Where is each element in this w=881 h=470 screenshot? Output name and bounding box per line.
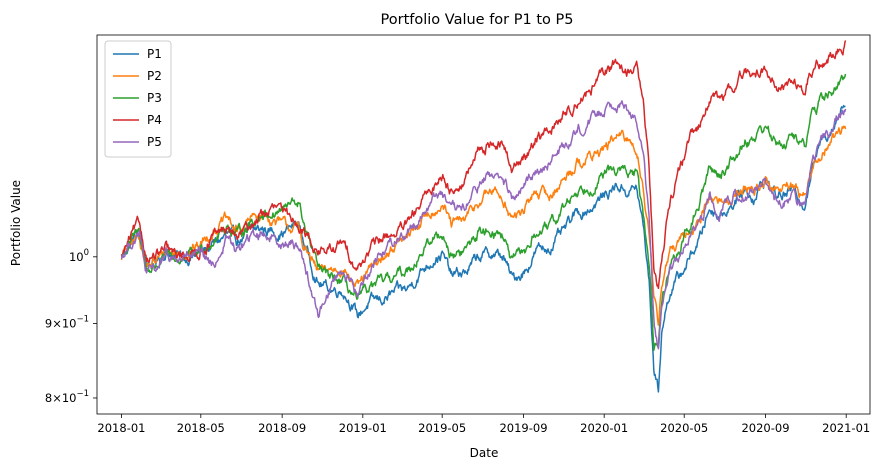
x-axis-label: Date bbox=[470, 446, 499, 460]
legend: P1 P2 P3 P4 P5 bbox=[104, 40, 172, 158]
plot-area bbox=[120, 40, 847, 393]
series-line-p5 bbox=[120, 100, 847, 350]
y-tick-exponent: −1 bbox=[76, 314, 89, 324]
legend-label: P1 bbox=[147, 47, 162, 61]
x-tick-label: 2020-01 bbox=[580, 421, 628, 435]
y-tick-exponent: −1 bbox=[76, 389, 89, 399]
y-tick-mantissa: 9× bbox=[45, 316, 62, 330]
x-tick-label: 2018-01 bbox=[97, 421, 145, 435]
chart-title: Portfolio Value for P1 to P5 bbox=[381, 12, 574, 28]
legend-label: P5 bbox=[147, 135, 162, 149]
y-tick-label: 100 bbox=[69, 248, 89, 264]
x-tick-label: 2021-01 bbox=[822, 421, 870, 435]
legend-label: P2 bbox=[147, 69, 162, 83]
y-tick-mantissa: 8× bbox=[45, 391, 62, 405]
y-tick-base: 10 bbox=[62, 391, 77, 405]
y-tick-label: 8×10−1 bbox=[45, 389, 89, 405]
legend-label: P3 bbox=[147, 91, 162, 105]
series-line-p3 bbox=[120, 73, 847, 352]
x-tick-label: 2020-09 bbox=[741, 421, 789, 435]
series-line-p4 bbox=[120, 40, 847, 290]
x-tick-label: 2019-05 bbox=[418, 421, 466, 435]
y-tick-label: 9×10−1 bbox=[45, 314, 89, 330]
legend-box bbox=[104, 40, 172, 158]
x-tick-label: 2020-05 bbox=[660, 421, 708, 435]
y-tick-base: 10 bbox=[62, 316, 77, 330]
x-tick-label: 2018-05 bbox=[177, 421, 225, 435]
legend-label: P4 bbox=[147, 113, 162, 127]
x-axis: 2018-01 2018-05 2018-09 2019-01 2019-05 2019-… bbox=[97, 414, 870, 435]
x-tick-label: 2019-09 bbox=[499, 421, 547, 435]
plot-frame bbox=[96, 34, 871, 415]
y-axis-label: Portfolio Value bbox=[9, 180, 23, 266]
series-line-p1 bbox=[120, 104, 846, 393]
x-tick-label: 2019-01 bbox=[339, 421, 387, 435]
y-tick-base: 10 bbox=[69, 250, 84, 264]
x-tick-label: 2018-09 bbox=[258, 421, 306, 435]
y-tick-exponent: 0 bbox=[84, 248, 89, 258]
